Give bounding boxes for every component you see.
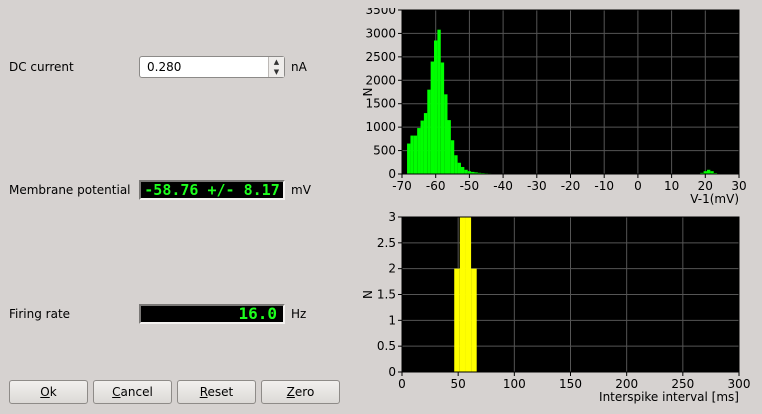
y-tick-label: 0.5	[377, 339, 396, 353]
x-tick-label: 0	[634, 179, 642, 193]
histogram-bar	[700, 172, 704, 174]
histogram-bar	[474, 172, 478, 174]
x-tick-label: -20	[561, 179, 581, 193]
cancel-button[interactable]: Cancel	[93, 380, 172, 404]
histogram-bar	[417, 128, 421, 174]
y-axis-label: N	[361, 290, 375, 299]
histogram-bar	[459, 217, 466, 372]
histogram-bar	[467, 171, 472, 174]
membrane-potential-histogram: -70 -60 -50 -40 -30 -20 -10 0 10 20 30 0 500 1000 1500…	[361, 8, 747, 206]
spin-up-icon[interactable]: ▲	[273, 58, 280, 66]
reset-label: eset	[207, 385, 234, 399]
histogram-bar	[427, 89, 431, 174]
histogram-bar	[460, 166, 465, 174]
x-tick-label: -70	[392, 179, 412, 193]
x-tick-label: 300	[728, 377, 751, 391]
y-tick-label: 2500	[365, 50, 396, 64]
interspike-interval-histogram: 0 50 100 150 200 250 300 0 0.5 1 1.5 2 2.5 3 Interspik…	[361, 210, 751, 404]
x-tick-label: 30	[731, 179, 746, 193]
cancel-mnemonic: C	[112, 385, 121, 399]
x-tick-label: -60	[426, 179, 446, 193]
spin-buttons: ▲ ▼	[268, 57, 284, 77]
y-tick-label: 2000	[365, 73, 396, 87]
y-tick-label: 2	[388, 262, 396, 276]
plot-frame	[401, 9, 740, 175]
x-tick-label: 200	[615, 377, 638, 391]
histogram-bar	[471, 268, 477, 372]
histogram-bar	[457, 162, 461, 174]
histogram-bar	[454, 155, 458, 174]
y-tick-label: 1	[388, 313, 396, 327]
histogram-bar	[706, 169, 711, 174]
y-tick-label: 1.5	[377, 288, 396, 302]
y-tick-label: 0	[388, 365, 396, 379]
histogram-bar	[420, 120, 424, 174]
dc-current-value[interactable]: 0.280	[147, 60, 182, 74]
y-tick-label: 3000	[365, 26, 396, 40]
x-tick-label: -50	[460, 179, 480, 193]
histogram-bar	[447, 120, 451, 174]
histogram-bar	[434, 40, 438, 175]
ok-mnemonic: O	[40, 385, 50, 399]
histogram-bar	[471, 171, 475, 174]
histogram-bar	[440, 62, 445, 175]
histogram-bar	[450, 140, 455, 174]
x-tick-label: 150	[559, 377, 582, 391]
y-tick-label: 0	[388, 167, 396, 181]
x-tick-label: 250	[671, 377, 694, 391]
x-tick-label: 0	[398, 377, 406, 391]
zero-button[interactable]: Zero	[261, 380, 340, 404]
histogram-bar	[430, 61, 435, 174]
x-tick-label: 20	[698, 179, 713, 193]
reset-button[interactable]: Reset	[177, 380, 256, 404]
spin-down-icon[interactable]: ▼	[273, 68, 280, 76]
histogram-bar	[413, 135, 418, 174]
plot-frame	[401, 216, 740, 373]
dc-current-label: DC current	[9, 60, 74, 74]
x-tick-label: -10	[594, 179, 614, 193]
firing-rate-unit: Hz	[291, 307, 307, 321]
x-axis-label: Interspike interval [ms]	[599, 390, 739, 404]
firing-rate-display: 16.0	[139, 304, 285, 324]
histogram-bar	[477, 172, 482, 174]
y-tick-label: 2.5	[377, 236, 396, 250]
ok-button[interactable]: Ok	[9, 380, 88, 404]
y-tick-label: 500	[373, 144, 396, 158]
histogram-bar	[703, 171, 707, 174]
histogram-bar	[454, 268, 460, 372]
reset-mnemonic: R	[199, 385, 208, 399]
x-tick-label: -40	[493, 179, 513, 193]
cancel-label: ancel	[120, 385, 153, 399]
zero-label: ero	[294, 385, 315, 399]
dc-current-spinbox[interactable]: 0.280 ▲ ▼	[139, 56, 285, 78]
firing-rate-label: Firing rate	[9, 307, 71, 321]
x-axis-label: V-1(mV)	[690, 192, 739, 206]
x-tick-label: 100	[503, 377, 526, 391]
y-tick-label: 3	[388, 210, 396, 224]
x-tick-label: -30	[527, 179, 547, 193]
histogram-bar	[407, 143, 411, 174]
dc-current-unit: nA	[291, 60, 307, 74]
ok-label: k	[49, 385, 57, 399]
histogram-bar	[444, 94, 448, 174]
x-tick-label: 50	[451, 377, 466, 391]
y-tick-label: 1500	[365, 97, 396, 111]
zero-mnemonic: Z	[286, 385, 295, 399]
histogram-bar	[710, 171, 714, 174]
membrane-potential-unit: mV	[291, 183, 311, 197]
membrane-potential-label: Membrane potential	[9, 183, 131, 197]
histogram-bar	[423, 113, 428, 174]
y-tick-label: 3500	[365, 8, 396, 17]
y-axis-label: N	[361, 88, 375, 97]
y-tick-label: 1000	[365, 120, 396, 134]
histogram-bar	[465, 217, 472, 372]
histogram-bar	[464, 169, 468, 174]
membrane-potential-display: -58.76 +/- 8.17	[139, 180, 285, 200]
x-tick-label: 10	[664, 179, 679, 193]
histogram-bar	[410, 135, 414, 174]
histogram-bar	[437, 29, 441, 175]
